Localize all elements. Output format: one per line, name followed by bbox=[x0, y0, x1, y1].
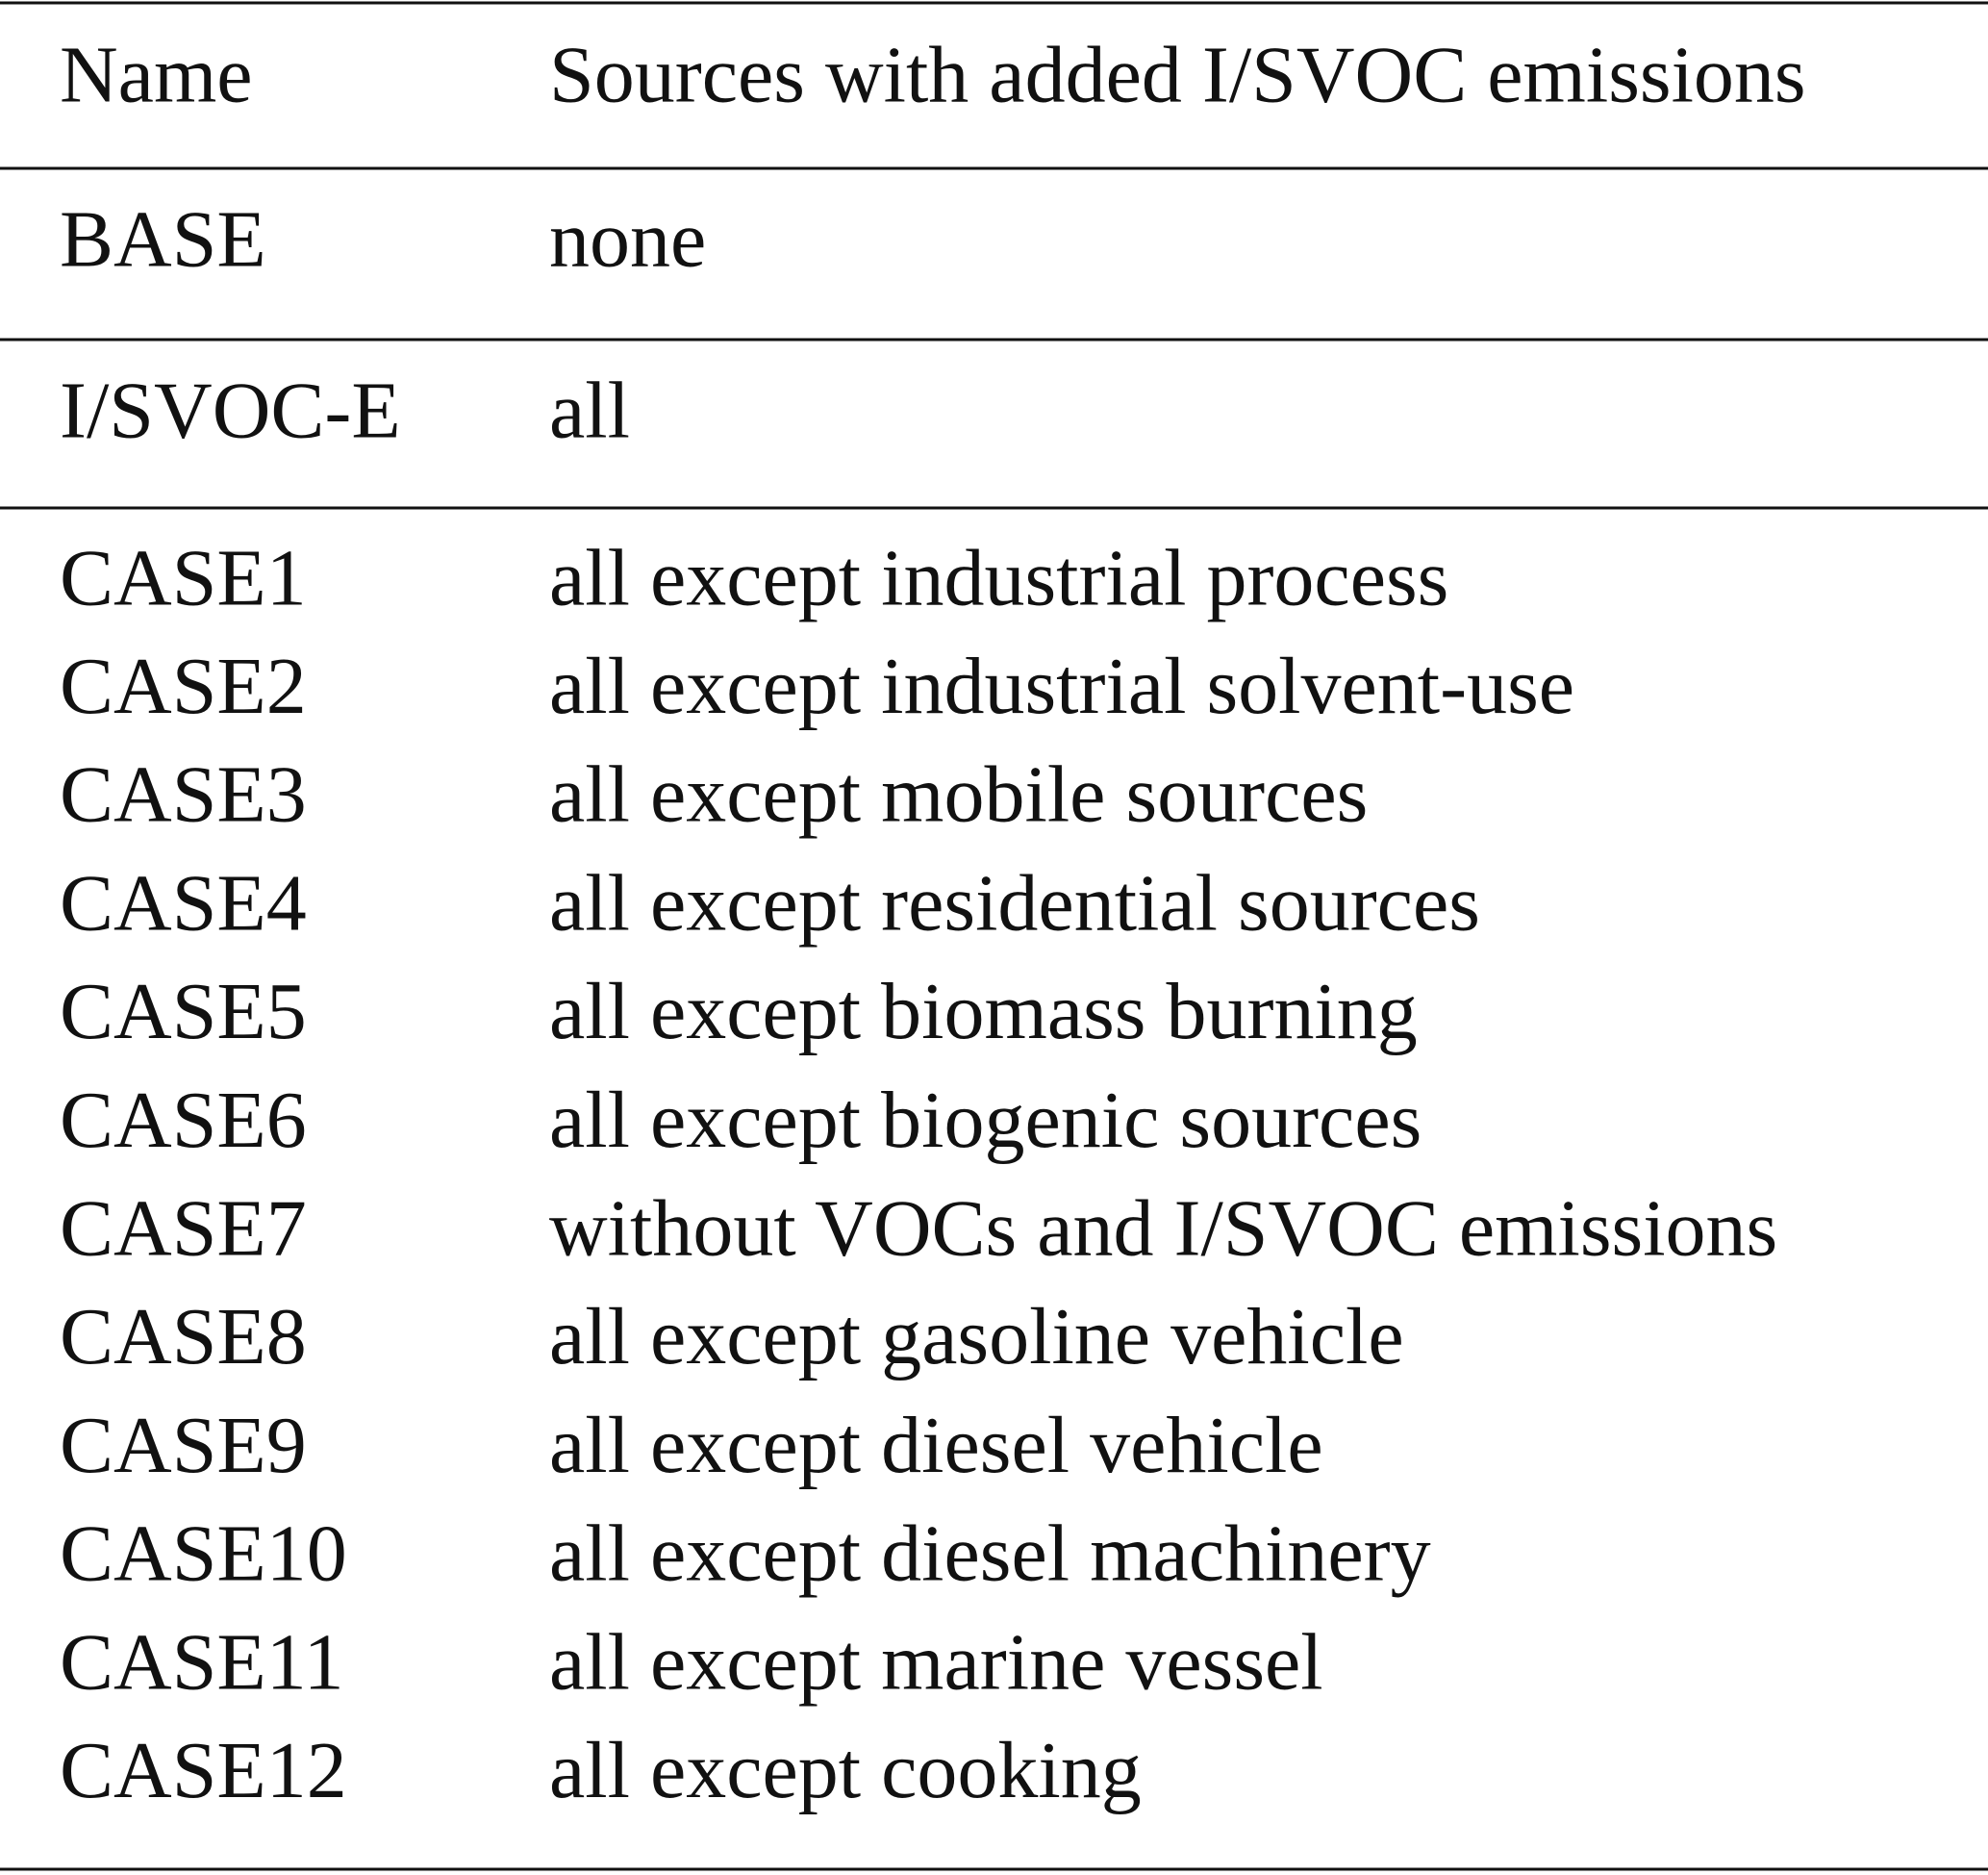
cell: CASE5 bbox=[60, 967, 307, 1056]
cell: BASE bbox=[60, 194, 266, 284]
cell: all except industrial solvent-use bbox=[549, 642, 1574, 731]
cell: all except marine vessel bbox=[549, 1617, 1323, 1707]
cell: all except gasoline vehicle bbox=[549, 1292, 1404, 1381]
cell: all except residential sources bbox=[549, 858, 1480, 948]
cell: CASE10 bbox=[60, 1509, 347, 1599]
cell: CASE3 bbox=[60, 750, 307, 840]
cell: CASE11 bbox=[60, 1617, 344, 1707]
cell: CASE4 bbox=[60, 858, 307, 948]
cell: all bbox=[549, 366, 630, 455]
cell: without VOCs and I/SVOC emissions bbox=[549, 1183, 1777, 1273]
header-cell: Sources with added I/SVOC emissions bbox=[549, 30, 1806, 119]
cell: all except biomass burning bbox=[549, 967, 1418, 1056]
cell: all except industrial process bbox=[549, 533, 1448, 622]
cell: CASE9 bbox=[60, 1401, 307, 1490]
header-cell: Name bbox=[60, 30, 253, 119]
cell: all except mobile sources bbox=[549, 750, 1368, 840]
cell: CASE7 bbox=[60, 1183, 307, 1273]
cell: all except diesel machinery bbox=[549, 1509, 1431, 1599]
cell: CASE8 bbox=[60, 1292, 307, 1381]
cell: CASE6 bbox=[60, 1076, 307, 1165]
cell: all except biogenic sources bbox=[549, 1076, 1422, 1165]
cell: all except diesel vehicle bbox=[549, 1401, 1323, 1490]
cell: all except cooking bbox=[549, 1726, 1142, 1815]
cell: CASE2 bbox=[60, 642, 307, 731]
cell: CASE12 bbox=[60, 1726, 347, 1815]
cell: I/SVOC-E bbox=[60, 366, 401, 455]
cell: CASE1 bbox=[60, 533, 307, 622]
cell: none bbox=[549, 194, 706, 284]
